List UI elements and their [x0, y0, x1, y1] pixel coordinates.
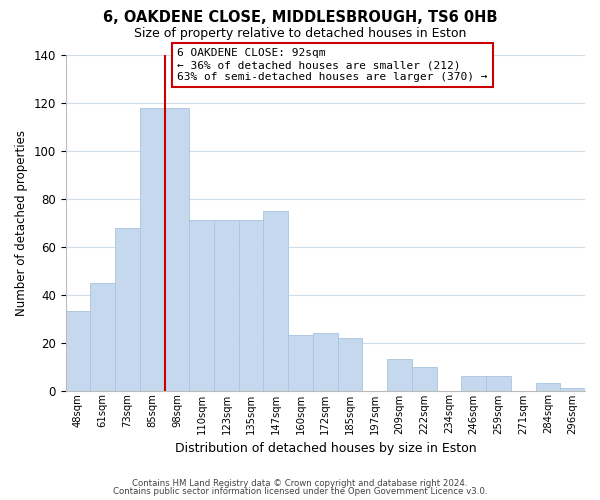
- Bar: [214, 220, 239, 390]
- X-axis label: Distribution of detached houses by size in Eston: Distribution of detached houses by size …: [175, 442, 476, 455]
- Bar: [313, 333, 338, 390]
- Bar: [387, 360, 412, 390]
- Bar: [560, 388, 585, 390]
- Text: Size of property relative to detached houses in Eston: Size of property relative to detached ho…: [134, 28, 466, 40]
- Text: Contains public sector information licensed under the Open Government Licence v3: Contains public sector information licen…: [113, 487, 487, 496]
- Bar: [140, 108, 164, 391]
- Bar: [338, 338, 362, 390]
- Text: Contains HM Land Registry data © Crown copyright and database right 2024.: Contains HM Land Registry data © Crown c…: [132, 478, 468, 488]
- Bar: [164, 108, 190, 391]
- Bar: [115, 228, 140, 390]
- Bar: [239, 220, 263, 390]
- Bar: [412, 366, 437, 390]
- Y-axis label: Number of detached properties: Number of detached properties: [15, 130, 28, 316]
- Bar: [486, 376, 511, 390]
- Bar: [461, 376, 486, 390]
- Text: 6 OAKDENE CLOSE: 92sqm
← 36% of detached houses are smaller (212)
63% of semi-de: 6 OAKDENE CLOSE: 92sqm ← 36% of detached…: [178, 48, 488, 82]
- Bar: [65, 312, 91, 390]
- Bar: [263, 211, 288, 390]
- Bar: [536, 384, 560, 390]
- Bar: [190, 220, 214, 390]
- Bar: [288, 336, 313, 390]
- Text: 6, OAKDENE CLOSE, MIDDLESBROUGH, TS6 0HB: 6, OAKDENE CLOSE, MIDDLESBROUGH, TS6 0HB: [103, 10, 497, 25]
- Bar: [91, 282, 115, 391]
